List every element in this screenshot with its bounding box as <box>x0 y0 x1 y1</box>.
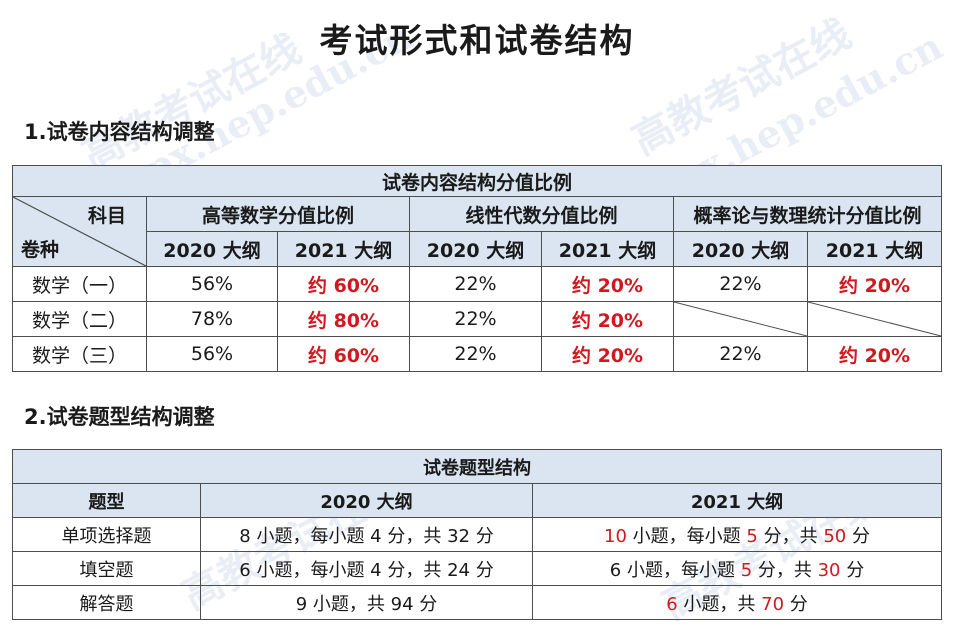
value-cell: 56% <box>146 266 278 302</box>
changed-value: 30 <box>817 559 841 581</box>
changed-value: 5 <box>740 559 753 581</box>
value-cell: 约 20% <box>541 336 674 372</box>
section2-heading: 2.试卷题型结构调整 <box>24 405 215 429</box>
value-cell: 78% <box>146 301 278 337</box>
value-cell: 约 20% <box>541 301 674 337</box>
spec-text: 分 <box>784 593 808 615</box>
section1-heading: 1.试卷内容结构调整 <box>24 120 215 144</box>
spec-2021: 6 小题，每小题 5 分，共 30 分 <box>531 551 943 586</box>
table-row: 单项选择题 8 小题，每小题 4 分，共 32 分 10 小题，每小题 5 分，共 … <box>12 517 943 552</box>
year-header: 2020 大纲 <box>409 231 542 267</box>
group-header: 概率论与数理统计分值比例 <box>672 196 943 232</box>
spec-2020: 6 小题，每小题 4 分，共 24 分 <box>200 551 533 586</box>
col-header-2020: 2020 大纲 <box>200 483 533 518</box>
corner-subject-label: 科目 <box>87 205 126 227</box>
value-cell: 22% <box>409 266 542 302</box>
diagonal-line <box>674 302 807 336</box>
empty-cell <box>806 301 943 337</box>
year-header: 2020 大纲 <box>146 231 278 267</box>
value-cell: 56% <box>146 336 278 372</box>
question-type-label: 填空题 <box>12 551 201 586</box>
value-cell: 约 60% <box>277 336 410 372</box>
changed-value: 50 <box>823 525 847 547</box>
spec-2020: 8 小题，每小题 4 分，共 32 分 <box>200 517 533 552</box>
spec-text: 分 <box>846 525 870 547</box>
content-structure-table: 试卷内容结构分值比例 科目 卷种 高等数学分值比例 线性代数分值比例 概率论与数… <box>11 165 943 372</box>
corner-header: 科目 卷种 <box>12 196 147 267</box>
table-row: 数学（二） 78% 约 80% 22% 约 20% <box>12 301 943 337</box>
page-title: 考试形式和试卷结构 <box>319 21 635 60</box>
year-header: 2021 大纲 <box>806 231 943 267</box>
spec-text: 6 小题，每小题 <box>609 559 741 581</box>
value-cell: 约 80% <box>277 301 410 337</box>
table-title: 试卷内容结构分值比例 <box>11 165 943 197</box>
table-title: 试卷题型结构 <box>11 449 943 484</box>
row-label: 数学（三） <box>12 336 147 372</box>
value-cell: 约 20% <box>806 266 943 302</box>
changed-value: 6 <box>666 593 678 615</box>
value-cell: 约 20% <box>541 266 674 302</box>
changed-value: 10 <box>604 525 627 547</box>
group-header: 线性代数分值比例 <box>409 196 674 232</box>
corner-type-label: 卷种 <box>21 239 60 261</box>
spec-text: 小题，共 <box>677 593 762 615</box>
value-cell: 约 60% <box>277 266 410 302</box>
diagonal-line <box>13 197 146 266</box>
empty-cell <box>673 301 808 337</box>
changed-value: 70 <box>761 593 785 615</box>
col-header-2021: 2021 大纲 <box>531 483 943 518</box>
question-type-label: 解答题 <box>12 585 201 620</box>
spec-text: 分 <box>840 559 865 581</box>
value-cell: 22% <box>673 336 808 372</box>
spec-2021: 6 小题，共 70 分 <box>531 585 943 620</box>
question-type-label: 单项选择题 <box>12 517 201 552</box>
changed-value: 5 <box>746 525 758 547</box>
year-header: 2021 大纲 <box>277 231 410 267</box>
year-header: 2020 大纲 <box>673 231 808 267</box>
value-cell: 约 20% <box>806 336 943 372</box>
value-cell: 22% <box>409 301 542 337</box>
table-row: 数学（一） 56% 约 60% 22% 约 20% 22% 约 20% <box>12 266 943 302</box>
row-label: 数学（一） <box>12 266 147 302</box>
diagonal-line <box>808 302 941 336</box>
row-label: 数学（二） <box>12 301 147 337</box>
value-cell: 22% <box>409 336 542 372</box>
year-header: 2021 大纲 <box>541 231 674 267</box>
table-row: 数学（三） 56% 约 60% 22% 约 20% 22% 约 20% <box>12 336 943 372</box>
question-type-table: 试卷题型结构 题型 2020 大纲 2021 大纲 单项选择题 8 小题，每小题 … <box>11 449 943 620</box>
spec-text: 分，共 <box>752 559 818 581</box>
group-header: 高等数学分值比例 <box>146 196 410 232</box>
spec-text: 小题，每小题 <box>626 525 747 547</box>
spec-2020: 9 小题，共 94 分 <box>200 585 533 620</box>
spec-2021: 10 小题，每小题 5 分，共 50 分 <box>531 517 943 552</box>
col-header-type: 题型 <box>12 483 201 518</box>
value-cell: 22% <box>673 266 808 302</box>
spec-text: 分，共 <box>757 525 824 547</box>
